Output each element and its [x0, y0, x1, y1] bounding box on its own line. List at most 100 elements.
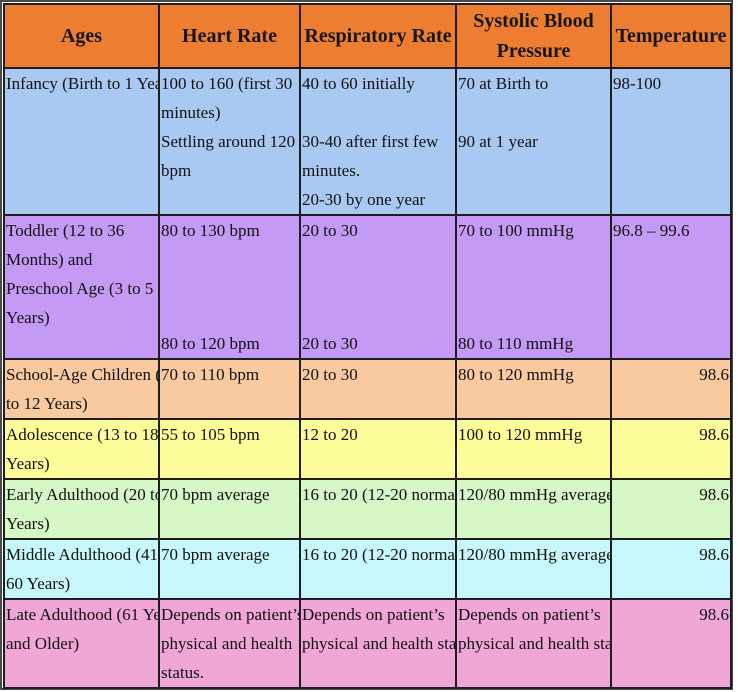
cell-line: minutes.: [302, 161, 361, 180]
temperature-cell: 98.6: [610, 538, 732, 600]
header-respiratory-rate: Respiratory Rate: [299, 3, 457, 69]
respiratory-rate-cell: Depends on patient’s physical and health …: [299, 598, 457, 689]
cell-line: Middle Adulthood (41 to: [6, 545, 159, 564]
cell-line: Depends on patient’s: [458, 605, 601, 624]
header-systolic-line-1: Systolic Blood: [473, 10, 594, 32]
heart-rate-cell: 55 to 105 bpm: [158, 418, 301, 480]
cell-line: Months) and: [6, 250, 93, 269]
cell-line: 70 to 100 mmHg: [458, 221, 574, 240]
cell-line-secondary: 80 to 110 mmHg: [458, 334, 574, 353]
age-cell: Early Adulthood (20 to 40 Years): [3, 478, 160, 540]
temperature-cell: 98-100: [610, 67, 732, 216]
cell-line-secondary: 20 to 30: [302, 334, 358, 353]
heart-rate-cell: 70 bpm average: [158, 538, 301, 600]
systolic-bp-cell: Depends on patient’s physical and health …: [455, 598, 612, 689]
cell-line: 40 to 60 initially: [302, 74, 415, 93]
age-cell: Middle Adulthood (41 to 60 Years): [3, 538, 160, 600]
systolic-bp-cell: 120/80 mmHg average: [455, 478, 612, 540]
heart-rate-cell: 70 to 110 bpm: [158, 358, 301, 420]
cell-line: minutes): [161, 103, 221, 122]
cell-line: 20-30 by one year: [302, 190, 426, 209]
heart-rate-cell: Depends on patient’s physical and health s…: [158, 598, 301, 689]
header-heart-rate: Heart Rate: [158, 3, 301, 69]
cell-line: 70 bpm average: [161, 545, 270, 564]
cell-line: School-Age Children (6: [6, 365, 159, 384]
cell-line: Depends on patient’s: [302, 605, 445, 624]
cell-line: and Older): [6, 634, 80, 653]
cell-line: to 12 Years): [6, 394, 88, 413]
cell-line: Toddler (12 to 36: [6, 221, 125, 240]
cell-line: [458, 98, 609, 127]
systolic-bp-cell: 80 to 120 mmHg: [455, 358, 612, 420]
temperature-cell: 98.6: [610, 478, 732, 540]
temperature-cell: 98.6: [610, 598, 732, 689]
cell-line: Early Adulthood (20 to 40: [6, 485, 157, 504]
cell-line: physical and health status.: [458, 634, 611, 653]
cell-line: 70 bpm average: [161, 485, 270, 504]
systolic-bp-cell: 70 at Birth to 90 at 1 year: [455, 67, 612, 216]
cell-line: 20 to 30: [302, 365, 358, 384]
respiratory-rate-cell: 12 to 20: [299, 418, 457, 480]
header-ages: Ages: [3, 3, 160, 69]
age-cell: Infancy (Birth to 1 Year): [3, 67, 160, 216]
cell-line: Years): [6, 308, 50, 327]
cell-line: physical and health status.: [302, 634, 456, 653]
vital-signs-table: Ages Heart Rate Respiratory Rate Systoli…: [3, 3, 732, 689]
respiratory-rate-cell: 16 to 20 (12-20 normal): [299, 478, 457, 540]
cell-line: 70 to 110 bpm: [161, 365, 260, 384]
cell-line: 100 to 160 (first 30: [161, 74, 293, 93]
cell-line: 90 at 1 year: [458, 132, 538, 151]
heart-rate-cell: 100 to 160 (first 30 minutes) Settling aro…: [158, 67, 301, 216]
cell-line: 20 to 30: [302, 221, 358, 240]
systolic-bp-cell: 70 to 100 mmHg 80 to 110 mmHg: [455, 214, 612, 360]
table-row: Infancy (Birth to 1 Year) 100 to 160 (fir…: [3, 67, 732, 216]
cell-line: status.: [161, 663, 204, 682]
cell-line: 16 to 20 (12-20 normal): [302, 545, 456, 564]
table-row: School-Age Children (6 to 12 Years) 70 to …: [3, 358, 732, 420]
header-systolic-blood-pressure: Systolic Blood Pressure: [455, 3, 612, 69]
heart-rate-cell: 80 to 130 bpm 80 to 120 bpm: [158, 214, 301, 360]
cell-line: 60 Years): [6, 574, 71, 593]
age-cell: Adolescence (13 to 18 Years): [3, 418, 160, 480]
cell-line: 16 to 20 (12-20 normal): [302, 485, 456, 504]
cell-line: Depends on patient’s: [161, 605, 300, 624]
header-row: Ages Heart Rate Respiratory Rate Systoli…: [3, 3, 732, 69]
cell-line: 12 to 20: [302, 425, 358, 444]
temperature-cell: 98.6: [610, 418, 732, 480]
age-cell: School-Age Children (6 to 12 Years): [3, 358, 160, 420]
cell-line: 55 to 105 bpm: [161, 425, 260, 444]
table-row: Middle Adulthood (41 to 60 Years) 70 bpm a…: [3, 538, 732, 600]
cell-line: Years): [6, 514, 50, 533]
table-row: Adolescence (13 to 18 Years) 55 to 105 bpm…: [3, 418, 732, 480]
header-temperature: Temperature: [610, 3, 732, 69]
cell-line: Settling around 120: [161, 132, 296, 151]
respiratory-rate-cell: 16 to 20 (12-20 normal): [299, 538, 457, 600]
cell-line: Infancy (Birth to 1 Year): [6, 74, 159, 93]
cell-line: physical and health: [161, 634, 293, 653]
cell-line: 120/80 mmHg average: [458, 485, 611, 504]
cell-line-secondary: 80 to 120 bpm: [161, 334, 260, 353]
cell-line: 70 at Birth to: [458, 74, 549, 93]
cell-line: 120/80 mmHg average: [458, 545, 611, 564]
cell-line: Years): [6, 454, 50, 473]
cell-line: Late Adulthood (61 Years: [6, 605, 157, 624]
cell-line: 80 to 130 bpm: [161, 221, 260, 240]
header-systolic-line-2: Pressure: [496, 40, 571, 62]
systolic-bp-cell: 120/80 mmHg average: [455, 538, 612, 600]
cell-line: bpm: [161, 161, 192, 180]
cell-line: 100 to 120 mmHg: [458, 425, 583, 444]
table-row: Toddler (12 to 36 Months) and Preschool Ag…: [3, 214, 732, 360]
respiratory-rate-cell: 20 to 30 20 to 30: [299, 214, 457, 360]
temperature-cell: 96.8 – 99.6: [610, 214, 732, 360]
respiratory-rate-cell: 20 to 30: [299, 358, 457, 420]
table-row: Late Adulthood (61 Years and Older) Depend…: [3, 598, 732, 689]
cell-line: 30-40 after first few: [302, 132, 439, 151]
cell-line: 80 to 120 mmHg: [458, 365, 574, 384]
cell-line: Adolescence (13 to 18: [6, 425, 159, 444]
cell-line: Preschool Age (3 to 5: [6, 279, 154, 298]
temperature-cell: 98.6: [610, 358, 732, 420]
heart-rate-cell: 70 bpm average: [158, 478, 301, 540]
respiratory-rate-cell: 40 to 60 initially 30-40 after first few…: [299, 67, 457, 216]
cell-line: [302, 98, 454, 127]
systolic-bp-cell: 100 to 120 mmHg: [455, 418, 612, 480]
